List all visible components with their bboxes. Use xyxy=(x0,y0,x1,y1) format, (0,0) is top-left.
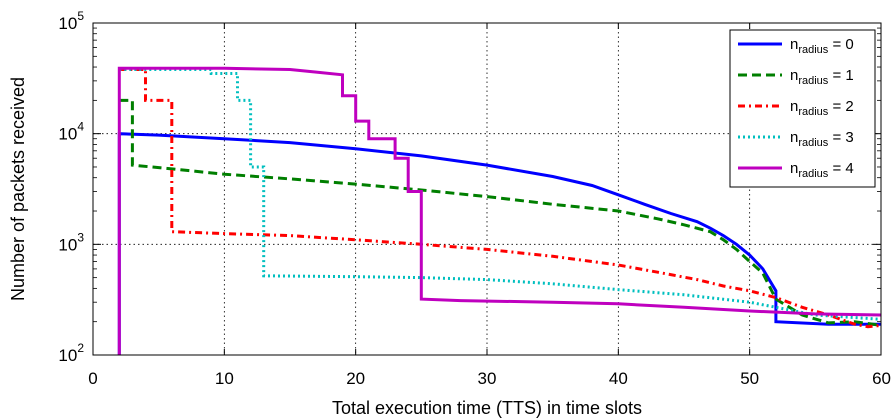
y-tick-label: 103 xyxy=(58,230,84,254)
axis-ticks xyxy=(92,22,882,356)
y-tick-labels: 102 103 104 105 xyxy=(58,9,84,365)
legend-label-0: nradius = 0 xyxy=(790,36,854,56)
x-axis-label: Total execution time (TTS) in time slots xyxy=(332,398,642,418)
y-tick-label: 105 xyxy=(58,9,84,33)
y-tick-label: 104 xyxy=(58,120,84,144)
legend-label-3: nradius = 3 xyxy=(790,129,854,149)
x-tick-label: 0 xyxy=(88,369,97,388)
x-tick-label: 20 xyxy=(346,369,365,388)
x-tick-label: 40 xyxy=(609,369,628,388)
legend-label-4: nradius = 4 xyxy=(790,160,854,180)
series-layer xyxy=(117,66,882,355)
legend-box xyxy=(729,29,876,188)
y-tick-label: 102 xyxy=(58,341,84,365)
legend-label-2: nradius = 2 xyxy=(790,98,854,118)
x-tick-labels: 0 10 20 30 40 50 60 xyxy=(88,369,891,388)
y-axis-label: Number of packets received xyxy=(8,77,28,301)
x-tick-label: 50 xyxy=(740,369,759,388)
x-tick-label: 10 xyxy=(215,369,234,388)
series-line-1 xyxy=(119,98,882,327)
series-line-2 xyxy=(119,68,882,329)
x-tick-label: 30 xyxy=(478,369,497,388)
x-tick-label: 60 xyxy=(872,369,891,388)
legend: nradius = 0 nradius = 1 nradius = 2 nradius… xyxy=(729,29,876,188)
legend-label-1: nradius = 1 xyxy=(790,67,854,87)
series-line-0 xyxy=(117,132,881,355)
series-line-4 xyxy=(117,66,882,355)
